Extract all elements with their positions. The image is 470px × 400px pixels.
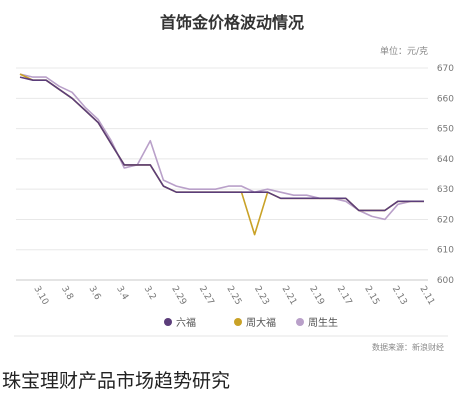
y-axis-ticks: 670 660 650 640 630 620 610 600 [437, 64, 454, 286]
legend-label: 六福 [176, 316, 196, 329]
x-tick-label: 3.10 [31, 285, 50, 308]
series-line [19, 76, 424, 212]
y-tick-label: 640 [437, 155, 454, 165]
gridlines [16, 67, 428, 281]
y-tick-label: 620 [437, 215, 454, 225]
y-tick-label: 600 [437, 276, 454, 286]
x-tick-label: 3.8 [59, 285, 75, 303]
y-tick-label: 610 [437, 246, 454, 256]
y-tick-label: 650 [437, 125, 454, 135]
x-tick-label: 3.4 [114, 285, 130, 303]
source-label: 数据来源：新浪财经 [372, 342, 444, 352]
x-tick-label: 3.2 [142, 285, 158, 302]
x-tick-label: 2.21 [280, 285, 299, 307]
x-tick-label: 2.27 [197, 285, 216, 307]
x-tick-label: 2.17 [335, 285, 354, 307]
legend-label: 周生生 [308, 316, 338, 329]
x-tick-label: 2.25 [224, 285, 243, 307]
series-lines [19, 73, 424, 236]
y-tick-label: 660 [437, 94, 454, 104]
unit-label: 单位：元/克 [380, 45, 428, 57]
caption-text: 珠宝理财产品市场趋势研究 [2, 370, 231, 392]
legend-marker [164, 318, 172, 326]
x-tick-label: 2.15 [362, 285, 381, 307]
legend: 周生生 周大福 六福 [164, 316, 338, 329]
legend-marker [296, 318, 304, 326]
legend-marker [234, 318, 242, 326]
x-axis-ticks: 3.10 3.8 3.6 3.4 3.2 2.29 2.27 2.25 2.23 2.21 2.19… [31, 285, 436, 308]
x-tick-label: 2.23 [252, 285, 271, 307]
legend-label: 周大福 [246, 316, 276, 329]
x-tick-label: 3.6 [87, 285, 103, 303]
y-tick-label: 630 [437, 185, 454, 195]
chart-title: 首饰金价格波动情况 [160, 13, 304, 32]
x-tick-label: 2.29 [169, 285, 188, 308]
line-chart: 首饰金价格波动情况 单位：元/克 670 660 650 640 630 620 610 60… [14, 13, 454, 352]
x-tick-label: 2.19 [307, 285, 326, 308]
x-tick-label: 2.11 [417, 285, 436, 307]
series-line [19, 73, 424, 221]
y-tick-label: 670 [437, 64, 454, 74]
x-tick-label: 2.13 [390, 285, 409, 307]
